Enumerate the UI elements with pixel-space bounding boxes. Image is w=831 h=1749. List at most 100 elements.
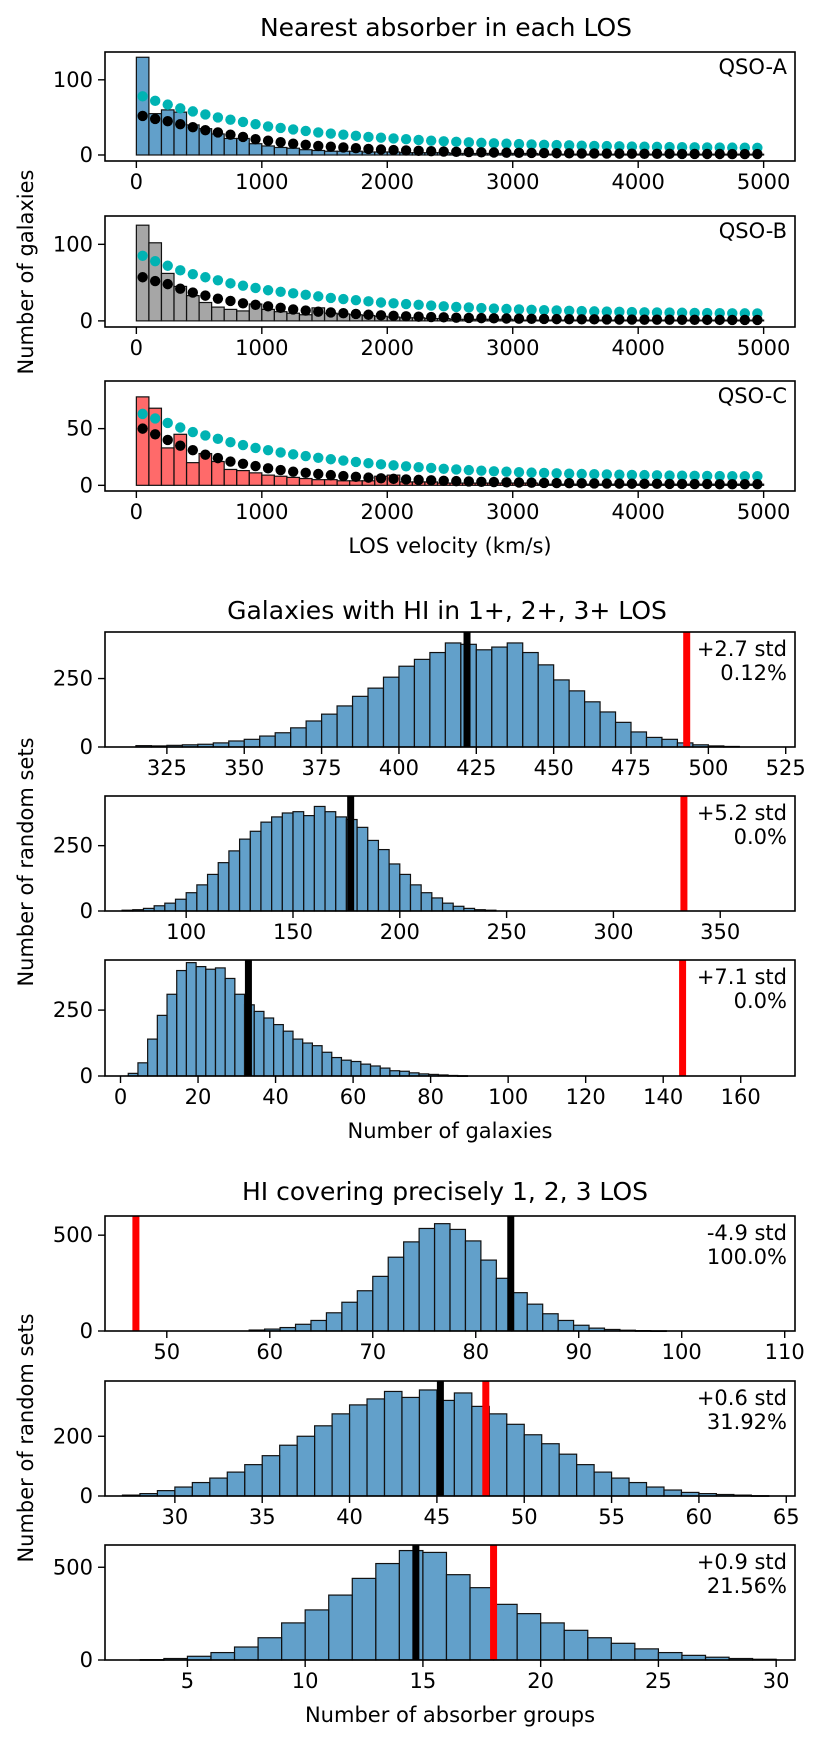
histogram-bar <box>388 863 401 912</box>
histogram-bar <box>540 1622 565 1661</box>
scatter-point-cyan <box>413 461 424 473</box>
x-tick-label: 100 <box>488 1085 528 1109</box>
y-tick-label: 0 <box>80 899 93 923</box>
histogram-bar <box>553 679 570 748</box>
histogram-bar <box>292 811 305 912</box>
histogram-bar <box>226 1471 246 1497</box>
histogram-bar <box>185 462 200 486</box>
histogram-bar <box>340 1059 352 1077</box>
scatter-point-cyan <box>501 138 512 149</box>
histogram-bar <box>281 1622 306 1661</box>
scatter-point-black <box>338 308 349 319</box>
scatter-point-cyan <box>300 450 311 462</box>
histogram-bar <box>292 1038 304 1077</box>
scatter-point-cyan <box>200 430 211 441</box>
scatter-point-cyan <box>664 307 675 318</box>
scatter-point-cyan <box>187 426 199 438</box>
histogram-bar <box>263 1017 275 1077</box>
scatter-point-black <box>476 147 487 158</box>
scatter-point-black <box>388 144 399 156</box>
x-tick-label: 110 <box>765 1340 805 1364</box>
scatter-point-black <box>563 148 575 159</box>
stats-annotation: 0.0% <box>734 825 787 849</box>
scatter-point-cyan <box>513 304 525 315</box>
scatter-point-cyan <box>451 464 462 475</box>
scatter-point-cyan <box>350 456 362 468</box>
scatter-point-cyan <box>137 250 148 262</box>
histogram-bar <box>314 1425 333 1497</box>
scatter-point-black <box>626 314 638 325</box>
histogram-bar <box>449 1228 467 1332</box>
histogram-bar <box>464 1240 482 1332</box>
scatter-point-black <box>400 311 412 322</box>
scatter-point-black <box>739 148 751 160</box>
scatter-point-cyan <box>237 280 249 291</box>
histogram-bar <box>147 1038 158 1077</box>
histogram-bar <box>191 1481 211 1497</box>
scatter-point-cyan <box>212 433 224 445</box>
scatter-point-cyan <box>601 306 613 317</box>
histogram-bar <box>248 472 263 486</box>
scatter-point-black <box>275 137 286 148</box>
x-tick-label: 200 <box>380 920 420 944</box>
scatter-point-cyan <box>651 470 663 481</box>
histogram-bar <box>206 873 219 912</box>
histogram-bar <box>558 1453 578 1497</box>
scatter-point-black <box>200 449 211 460</box>
histogram-bar <box>383 1390 403 1497</box>
panel-label: QSO-A <box>719 55 788 79</box>
scatter-point-cyan <box>463 464 475 476</box>
scatter-point-black <box>212 293 224 304</box>
histogram-bar <box>243 738 261 748</box>
scatter-point-black <box>513 477 525 488</box>
scatter-point-black <box>714 314 725 326</box>
histogram-bar <box>572 1324 590 1332</box>
histogram-bar <box>583 701 601 748</box>
scatter-point-black <box>400 474 412 485</box>
x-tick-label: 10 <box>292 1669 319 1693</box>
scatter-point-cyan <box>388 298 399 309</box>
stats-annotation: +2.7 std <box>697 637 787 661</box>
x-tick-label: 100 <box>662 1340 702 1364</box>
scatter-point-black <box>614 148 625 159</box>
scatter-point-cyan <box>187 268 199 280</box>
histogram-bar <box>372 1275 389 1332</box>
scatter-point-black <box>287 466 299 477</box>
histogram-bar <box>422 1551 448 1661</box>
scatter-point-cyan <box>538 139 550 150</box>
scatter-point-black <box>676 148 688 160</box>
scatter-point-black <box>162 115 173 127</box>
histogram-bar <box>331 1056 343 1077</box>
y-tick-label: 0 <box>80 473 93 497</box>
scatter-point-black <box>275 302 286 314</box>
histogram-bar <box>236 469 250 486</box>
histogram-bar <box>341 1301 358 1332</box>
histogram-bar <box>403 1241 420 1332</box>
scatter-point-cyan <box>526 467 537 478</box>
histogram-bar <box>401 1396 421 1497</box>
scatter-point-black <box>275 464 286 476</box>
scatter-point-cyan <box>752 471 763 482</box>
x-tick-label: 0 <box>114 1085 127 1109</box>
histogram-bar <box>273 146 288 156</box>
scatter-point-cyan <box>363 131 374 143</box>
scatter-point-cyan <box>363 458 374 469</box>
histogram-bar <box>286 476 301 486</box>
histogram-bar <box>261 474 275 486</box>
x-tick-label: 150 <box>273 920 313 944</box>
scatter-point-cyan <box>413 299 424 310</box>
histogram-bar <box>657 1651 683 1661</box>
histogram-bar <box>174 1486 193 1497</box>
histogram-bar <box>663 1489 683 1497</box>
histogram-bar <box>488 1413 508 1497</box>
scatter-point-black <box>438 475 449 486</box>
axes-frame <box>104 1215 796 1332</box>
histogram-bar <box>244 1464 263 1497</box>
chart-panel-1: 0 1000 2000 3000 4000 5000 0 100 QSO-A <box>53 51 796 194</box>
histogram-bar <box>148 407 163 486</box>
scatter-point-black <box>752 314 763 326</box>
scatter-point-cyan <box>137 408 148 420</box>
histogram-bar <box>273 1023 284 1077</box>
scatter-point-cyan <box>350 130 362 142</box>
